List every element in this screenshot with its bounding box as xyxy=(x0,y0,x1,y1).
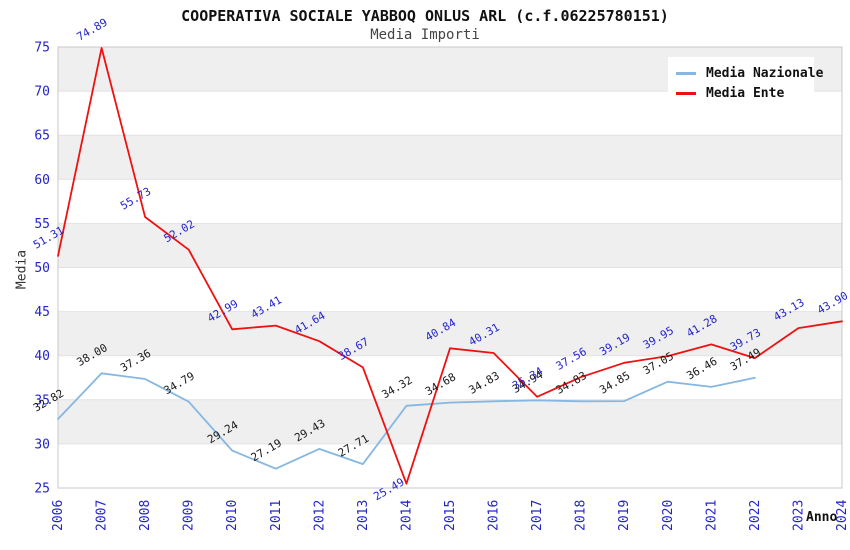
x-tick-label: 2023 xyxy=(791,500,806,531)
x-tick-label: 2009 xyxy=(182,500,197,531)
x-tick-label: 2008 xyxy=(138,500,153,531)
point-label: 55.73 xyxy=(118,185,153,213)
grid-band xyxy=(58,135,842,180)
point-label: 34.32 xyxy=(379,374,414,402)
ente-line-swatch xyxy=(676,91,696,95)
x-tick-label: 2021 xyxy=(704,500,719,531)
y-axis-title: Media xyxy=(14,249,30,290)
x-tick-label: 2014 xyxy=(399,500,414,531)
y-tick-label: 70 xyxy=(34,85,50,100)
point-label: 34.68 xyxy=(423,370,458,398)
x-tick-label: 2013 xyxy=(356,500,371,531)
chart-subtitle: Media Importi xyxy=(370,27,480,43)
grid-band xyxy=(58,399,842,444)
x-tick-label: 2006 xyxy=(51,500,66,531)
y-tick-label: 25 xyxy=(34,482,50,497)
legend: Media Nazionale Media Ente xyxy=(668,57,823,109)
x-tick-label: 2011 xyxy=(269,500,284,531)
series-line-media-ente xyxy=(57,47,843,485)
point-label: 34.79 xyxy=(162,369,197,397)
y-tick-label: 40 xyxy=(34,349,50,364)
x-tick-label: 2016 xyxy=(487,500,502,531)
x-tick-label: 2019 xyxy=(617,500,632,531)
grid-band xyxy=(58,223,842,268)
x-tick-label: 2018 xyxy=(574,500,589,531)
legend-label: Media Nazionale xyxy=(706,65,824,81)
legend-item-nazionale: Media Nazionale xyxy=(676,63,823,83)
x-tick-label: 2024 xyxy=(835,500,850,531)
y-tick-label: 50 xyxy=(34,261,50,276)
y-tick-label: 55 xyxy=(34,217,50,232)
point-label: 25.49 xyxy=(371,475,406,503)
legend-item-ente: Media Ente xyxy=(676,83,814,103)
point-label: 34.83 xyxy=(554,369,589,397)
point-label: 34.85 xyxy=(597,369,632,397)
point-label: 36.46 xyxy=(684,355,719,383)
x-tick-label: 2012 xyxy=(312,500,327,531)
y-tick-label: 35 xyxy=(34,393,50,408)
x-tick-label: 2022 xyxy=(748,500,763,531)
x-axis-title: Anno xyxy=(806,510,838,525)
series-line-media-nazionale xyxy=(57,372,756,470)
x-tick-label: 2010 xyxy=(225,500,240,531)
y-tick-label: 75 xyxy=(34,41,50,56)
point-label: 34.83 xyxy=(467,369,502,397)
y-tick-label: 60 xyxy=(34,173,50,188)
chart-title: COOPERATIVA SOCIALE YABBOQ ONLUS ARL (c.… xyxy=(181,7,669,25)
y-tick-label: 30 xyxy=(34,437,50,452)
nazionale-line-swatch xyxy=(676,71,696,75)
plot-border xyxy=(57,46,843,489)
point-label: 74.89 xyxy=(75,16,110,44)
x-tick-label: 2015 xyxy=(443,500,458,531)
x-tick-label: 2007 xyxy=(95,500,110,531)
legend-label: Media Ente xyxy=(706,85,785,101)
x-tick-label: 2020 xyxy=(661,500,676,531)
x-tick-label: 2017 xyxy=(530,500,545,531)
y-tick-label: 65 xyxy=(34,129,50,144)
y-tick-label: 45 xyxy=(34,305,50,320)
